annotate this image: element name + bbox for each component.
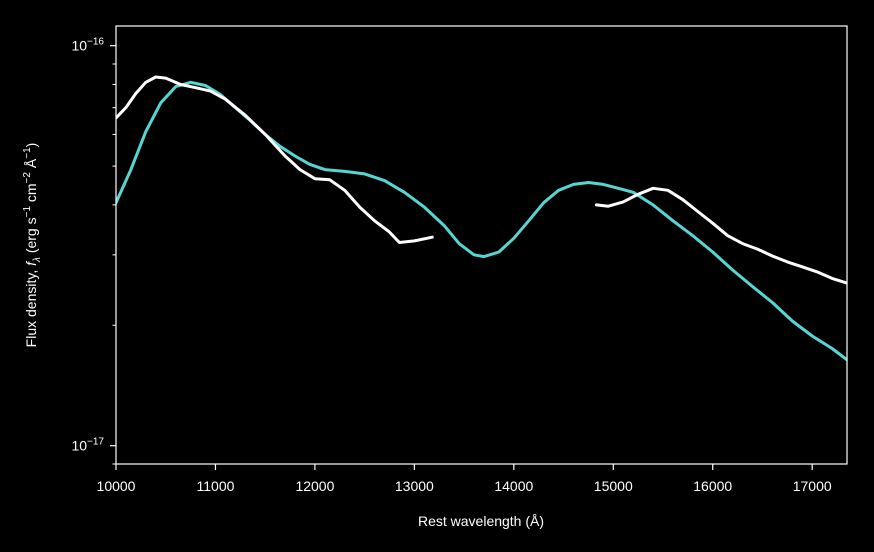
- x-tick-label: 12000: [295, 478, 334, 494]
- x-tick-label: 14000: [494, 478, 533, 494]
- x-axis-label: Rest wavelength (Å): [418, 513, 544, 529]
- x-axis: 10000 11000 12000 13000 14000 15000 16000 17000: [97, 464, 832, 494]
- x-tick-label: 11000: [197, 478, 235, 494]
- x-tick-label: 13000: [395, 478, 434, 494]
- y-tick-label: 10−17: [71, 437, 104, 454]
- series-line-observed_red: [594, 186, 847, 285]
- x-tick-label: 16000: [693, 478, 732, 494]
- x-tick-label: 17000: [793, 478, 832, 494]
- plot-frame: [115, 25, 848, 465]
- y-axis-label: Flux density, fλ (erg s−1 cm−2 Å−1): [22, 143, 43, 348]
- x-tick-label: 15000: [594, 478, 633, 494]
- series-line-observed_blue: [116, 75, 434, 244]
- y-tick-label: 10−16: [71, 37, 104, 54]
- series-layer: [116, 75, 847, 362]
- y-axis: 10−16 10−17: [71, 37, 116, 465]
- x-tick-label: 10000: [97, 478, 136, 494]
